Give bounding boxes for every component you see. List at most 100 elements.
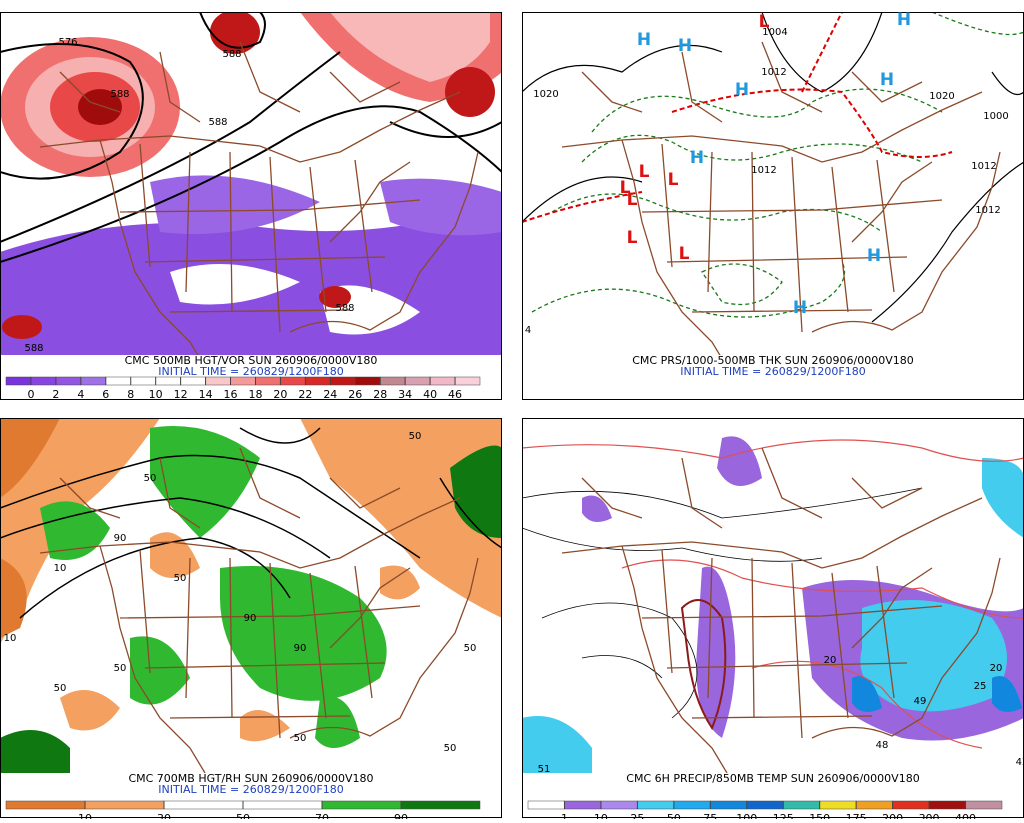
colorbar-swatch xyxy=(710,800,748,810)
colorbar-label: 1 xyxy=(561,812,568,819)
map-label: L xyxy=(620,178,631,198)
initial-time: INITIAL TIME = 260829/1200F180 xyxy=(680,365,865,378)
map-label: H xyxy=(690,148,704,168)
colorbar-label: 24 xyxy=(323,388,337,401)
colorbar-label: 200 xyxy=(882,812,903,819)
colorbar-swatch xyxy=(180,376,206,386)
colorbar-label: 22 xyxy=(298,388,312,401)
colorbar-label: 10 xyxy=(594,812,608,819)
map xyxy=(522,418,1024,773)
colorbar-swatch xyxy=(55,376,82,386)
colorbar-swatch xyxy=(527,800,565,810)
colorbar-swatch xyxy=(429,376,456,386)
map xyxy=(0,418,502,773)
map-label: 50 xyxy=(114,663,127,674)
map-label: L xyxy=(759,12,770,32)
panel-title: CMC PRS/1000-500MB THK SUN 260906/0000V1… xyxy=(632,354,913,367)
panel-humidity xyxy=(0,418,502,818)
map-label: 1012 xyxy=(751,165,776,176)
colorbar-label: 6 xyxy=(102,388,109,401)
colorbar-label: 70 xyxy=(315,812,329,819)
colorbar-label: 30 xyxy=(157,812,171,819)
colorbar-label: 90 xyxy=(394,812,408,819)
colorbar-swatch xyxy=(305,376,331,386)
colorbar-label: 50 xyxy=(236,812,250,819)
colorbar-label: 400 xyxy=(955,812,976,819)
map-label: 588 xyxy=(335,303,354,314)
map-label: H xyxy=(880,70,894,90)
colorbar-swatch xyxy=(80,376,107,386)
map-label: H xyxy=(867,246,881,266)
map-label: 588 xyxy=(110,89,129,100)
colorbar-swatch xyxy=(163,800,244,810)
colorbar-swatch xyxy=(280,376,306,386)
colorbar-label: 10 xyxy=(78,812,92,819)
colorbar-swatch xyxy=(404,376,431,386)
colorbar-swatch xyxy=(564,800,602,810)
panel-precip xyxy=(522,418,1024,818)
map-label: 1012 xyxy=(975,205,1000,216)
colorbar-label: 100 xyxy=(736,812,757,819)
colorbar-label: 50 xyxy=(667,812,681,819)
colorbar-label: 16 xyxy=(224,388,238,401)
map-label: 50 xyxy=(444,743,457,754)
colorbar-swatch xyxy=(819,800,857,810)
panel-annotations: 576 588 588 588 588 588 CMC 500MB HGT/VOR SUN … xyxy=(5,37,481,401)
map xyxy=(0,12,502,355)
map-label: 1020 xyxy=(533,89,558,100)
map-label: 49 xyxy=(914,696,927,707)
map-label: 10 xyxy=(4,633,17,644)
map-label: 588 xyxy=(24,343,43,354)
colorbar-label: 75 xyxy=(703,812,717,819)
colorbar-swatch xyxy=(30,376,57,386)
colorbar-label: 0 xyxy=(27,388,34,401)
colorbar-label: 125 xyxy=(773,812,794,819)
map-label: 50 xyxy=(464,643,477,654)
panel-title: CMC 700MB HGT/RH SUN 260906/0000V180 xyxy=(128,772,373,785)
colorbar-label: 175 xyxy=(846,812,867,819)
colorbar-swatch xyxy=(400,800,481,810)
colorbar-swatch xyxy=(965,800,1003,810)
map-label: 50 xyxy=(144,473,157,484)
map-label: L xyxy=(668,170,679,190)
panel-title: CMC 500MB HGT/VOR SUN 260906/0000V180 xyxy=(125,354,378,367)
map-label: 48 xyxy=(876,740,889,751)
initial-time: INITIAL TIME = 260829/1200F180 xyxy=(158,783,343,796)
colorbar-swatch xyxy=(379,376,406,386)
colorbar-swatch xyxy=(855,800,893,810)
colorbar-swatch xyxy=(746,800,784,810)
colorbar-label: 34 xyxy=(398,388,412,401)
colorbar-label: 26 xyxy=(348,388,362,401)
colorbar-swatch xyxy=(782,800,820,810)
map-label: 90 xyxy=(294,643,307,654)
colorbar-label: 46 xyxy=(448,388,462,401)
map-label: 50 xyxy=(294,733,307,744)
colorbar-label: 18 xyxy=(248,388,262,401)
colorbar-swatch xyxy=(355,376,381,386)
colorbar-swatch xyxy=(454,376,481,386)
map-label: 50 xyxy=(409,431,422,442)
map-label: H xyxy=(735,80,749,100)
colorbar-swatch xyxy=(5,800,86,810)
map-label: 90 xyxy=(114,533,127,544)
colorbar-label: 12 xyxy=(174,388,188,401)
colorbar-swatch xyxy=(321,800,402,810)
colorbar-swatch xyxy=(155,376,181,386)
map-label: 10 xyxy=(54,563,67,574)
colorbar-label: 25 xyxy=(630,812,644,819)
panel-pressure xyxy=(522,12,1024,400)
colorbar-label: 2 xyxy=(52,388,59,401)
map-label: 90 xyxy=(244,613,257,624)
colorbar-swatch xyxy=(255,376,281,386)
map-label: L xyxy=(639,162,650,182)
map-label: 588 xyxy=(222,49,241,60)
map-label: H xyxy=(678,36,692,56)
colorbar-swatch xyxy=(105,376,131,386)
colorbar-swatch xyxy=(330,376,356,386)
map-label: 25 xyxy=(974,681,987,692)
colorbar-label: 14 xyxy=(199,388,213,401)
map-label: 1000 xyxy=(983,111,1008,122)
colorbar-swatch xyxy=(230,376,256,386)
panel-annotations: H HH HHHHHLLLLLLL1020100410121012102010121… xyxy=(525,10,1009,378)
